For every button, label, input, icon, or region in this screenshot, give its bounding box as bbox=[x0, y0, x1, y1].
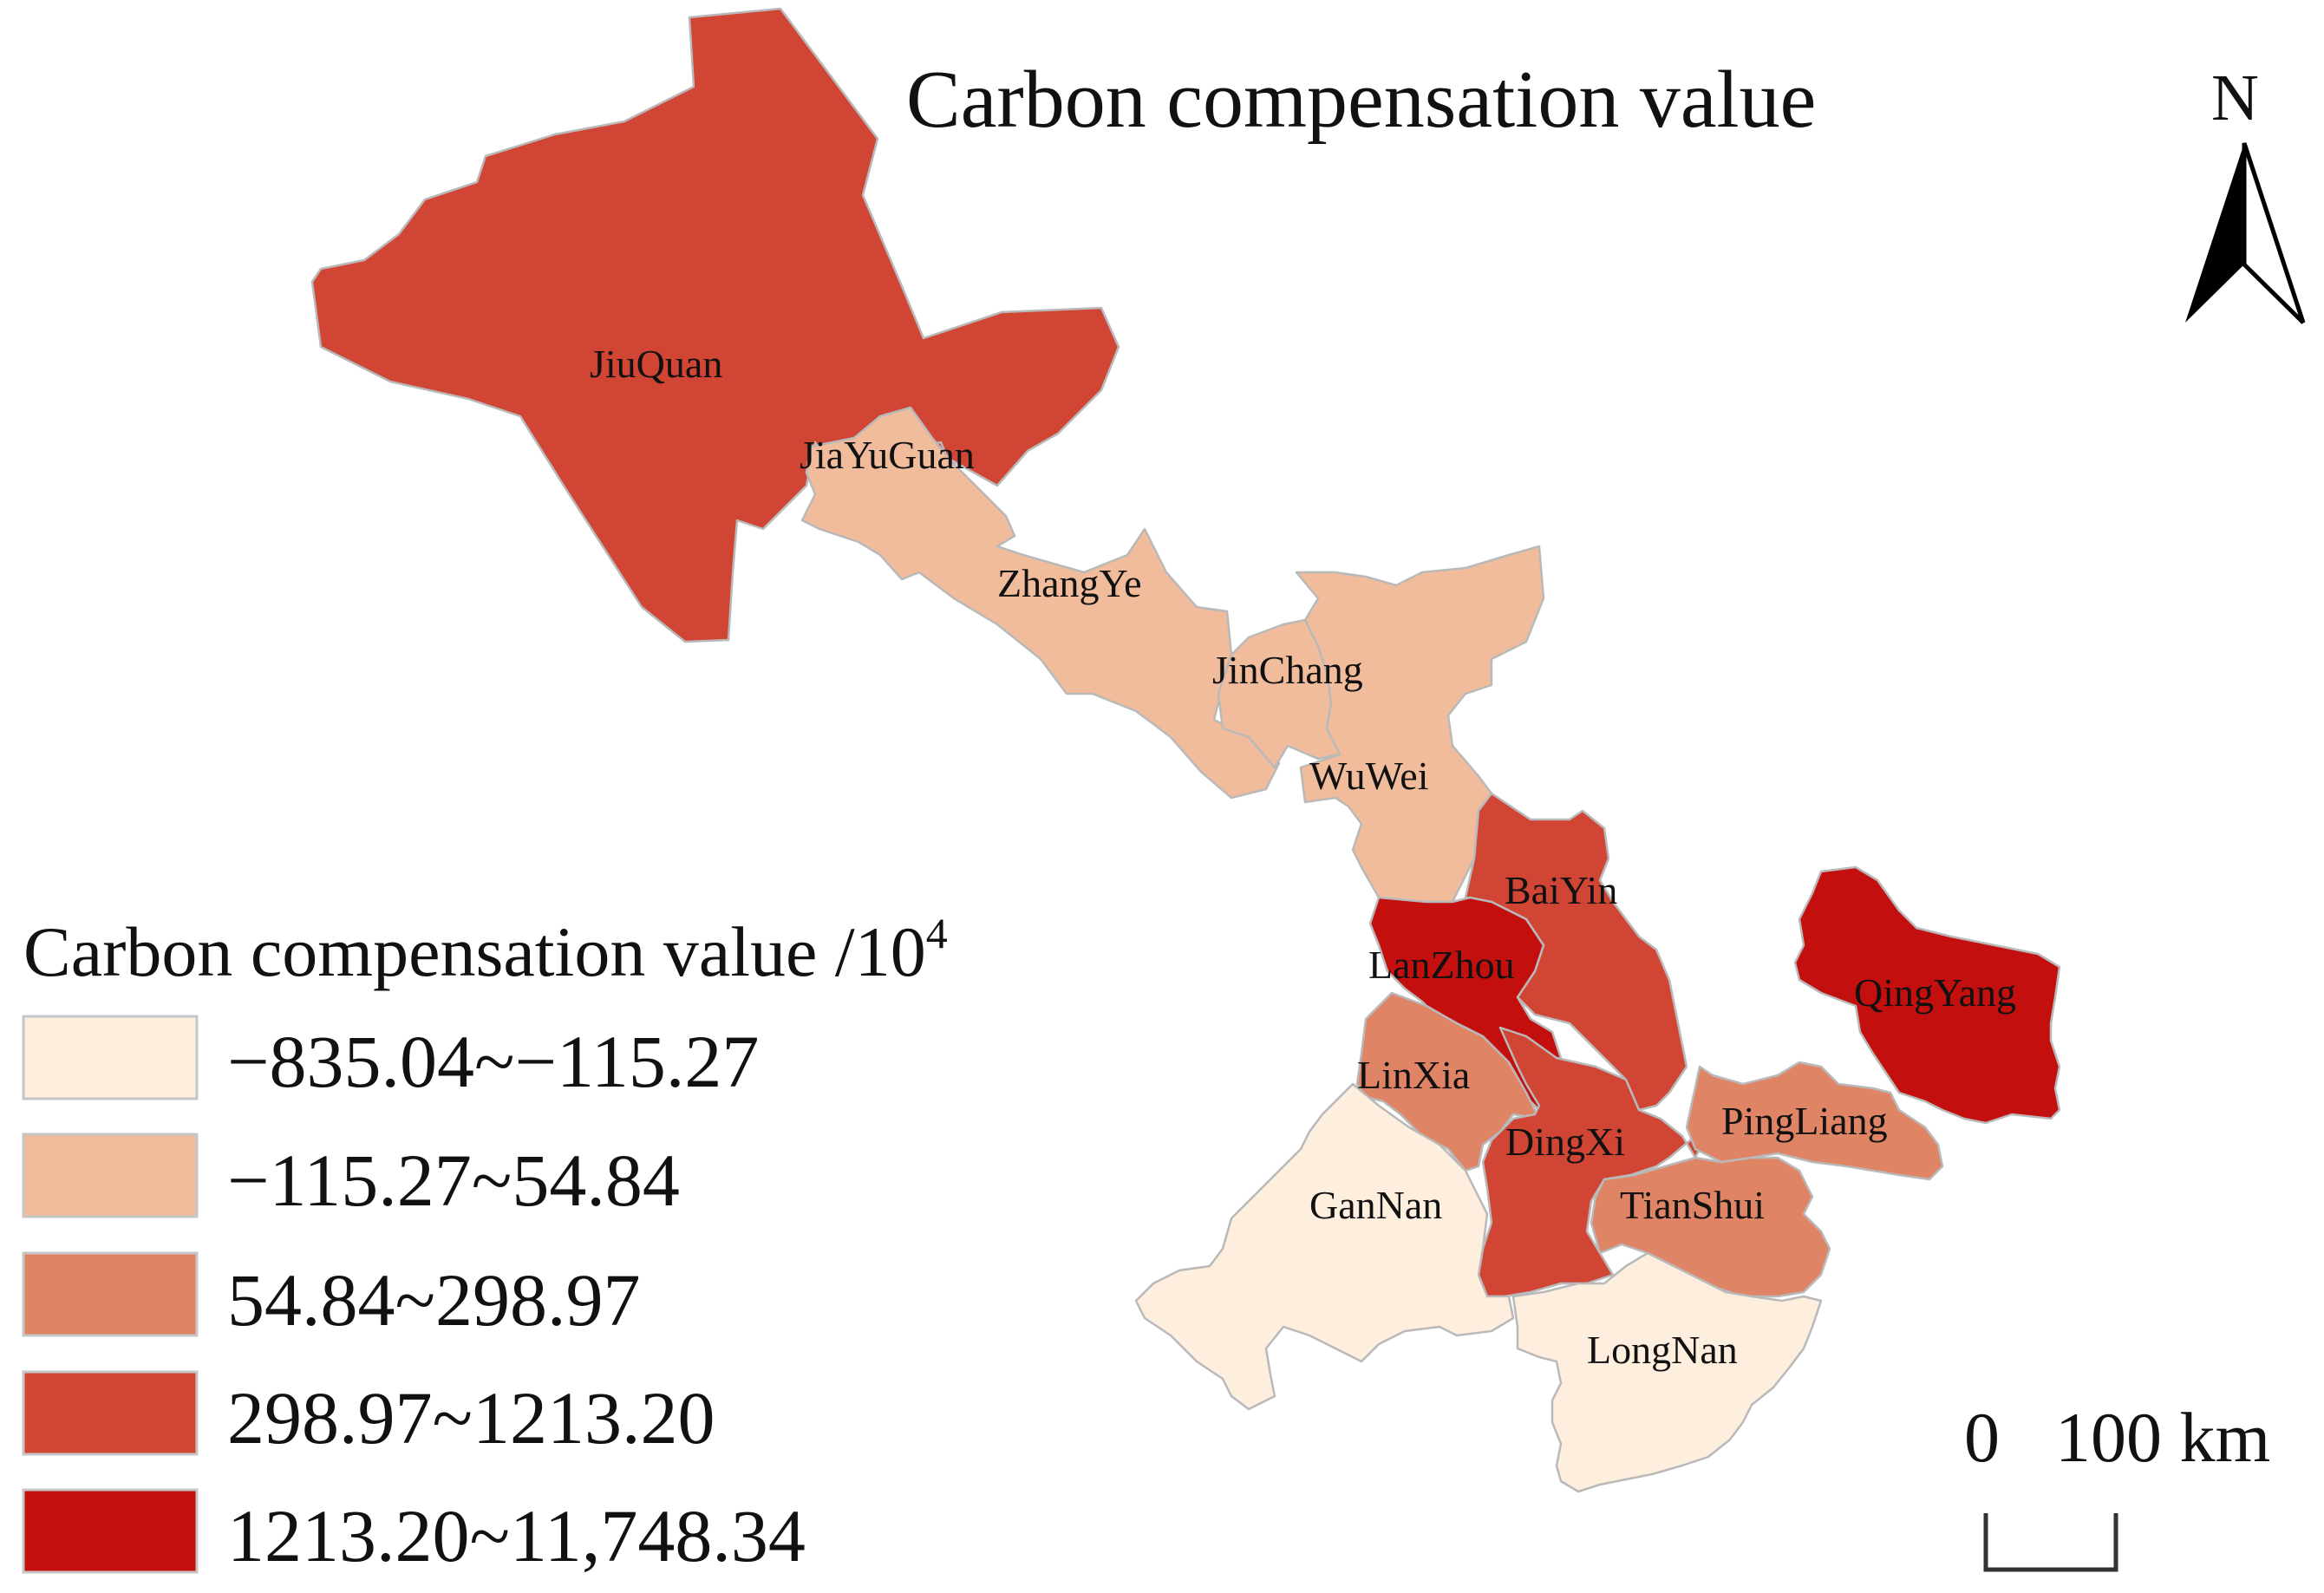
region-linxia bbox=[1355, 991, 1541, 1172]
region-label: LinXia bbox=[1357, 1053, 1470, 1097]
north-arrow-icon bbox=[2185, 143, 2244, 323]
scale-bar: 0 100 km bbox=[1964, 1398, 2270, 1572]
legend-swatch bbox=[22, 1251, 199, 1337]
legend-swatch bbox=[22, 1488, 199, 1574]
legend-swatch bbox=[22, 1370, 199, 1456]
region-jiuquan bbox=[310, 7, 1120, 643]
region-label: GanNan bbox=[1309, 1183, 1442, 1227]
region-label: DingXi bbox=[1505, 1120, 1625, 1164]
legend-title-superscript: 4 bbox=[926, 909, 948, 957]
region-label: JiuQuan bbox=[590, 342, 722, 386]
legend-label: 54.84~298.97 bbox=[227, 1258, 641, 1342]
region-gannan bbox=[1134, 1082, 1515, 1411]
north-arrow-outline-icon bbox=[2242, 142, 2306, 324]
region-label: BaiYin bbox=[1505, 868, 1617, 912]
region-label: LanZhou bbox=[1368, 943, 1515, 987]
region-label: QingYang bbox=[1854, 970, 2016, 1015]
legend-swatch bbox=[22, 1015, 199, 1100]
region-tianshui bbox=[1590, 1156, 1831, 1298]
map-title: Carbon compensation value bbox=[906, 55, 1816, 145]
north-arrow: N bbox=[2185, 62, 2306, 324]
region-label: WuWei bbox=[1309, 754, 1429, 798]
region-label: ZhangYe bbox=[997, 561, 1142, 605]
north-arrow-label: N bbox=[2211, 62, 2259, 134]
legend-swatch bbox=[22, 1133, 199, 1218]
legend-title: Carbon compensation value /104 bbox=[23, 909, 948, 991]
legend-title-text: Carbon compensation value /10 bbox=[23, 912, 926, 991]
region-label: TianShui bbox=[1620, 1183, 1765, 1227]
region-dingxi bbox=[1477, 1026, 1701, 1298]
region-labels: JiuQuan JiaYuGuan ZhangYe JinChang WuWei… bbox=[590, 342, 2016, 1372]
scale-bar-distance: 100 km bbox=[2055, 1398, 2270, 1477]
scale-bar-line bbox=[1983, 1513, 2118, 1572]
region-label: LongNan bbox=[1587, 1328, 1738, 1372]
region-zhangye bbox=[800, 406, 1281, 800]
map-regions bbox=[310, 7, 2061, 1493]
region-qingyang bbox=[1793, 865, 2061, 1125]
region-label: JinChang bbox=[1212, 648, 1363, 692]
legend-label: 1213.20~11,748.34 bbox=[227, 1494, 806, 1577]
legend-label: −835.04~−115.27 bbox=[227, 1020, 759, 1103]
region-label: PingLiang bbox=[1721, 1099, 1888, 1143]
scale-bar-zero: 0 bbox=[1964, 1398, 2000, 1477]
legend-label: −115.27~54.84 bbox=[227, 1139, 680, 1222]
legend: Carbon compensation value /104 −835.04~−… bbox=[22, 909, 948, 1577]
legend-label: 298.97~1213.20 bbox=[227, 1376, 715, 1459]
region-label: JiaYuGuan bbox=[800, 433, 975, 477]
region-longnan bbox=[1511, 1251, 1823, 1493]
